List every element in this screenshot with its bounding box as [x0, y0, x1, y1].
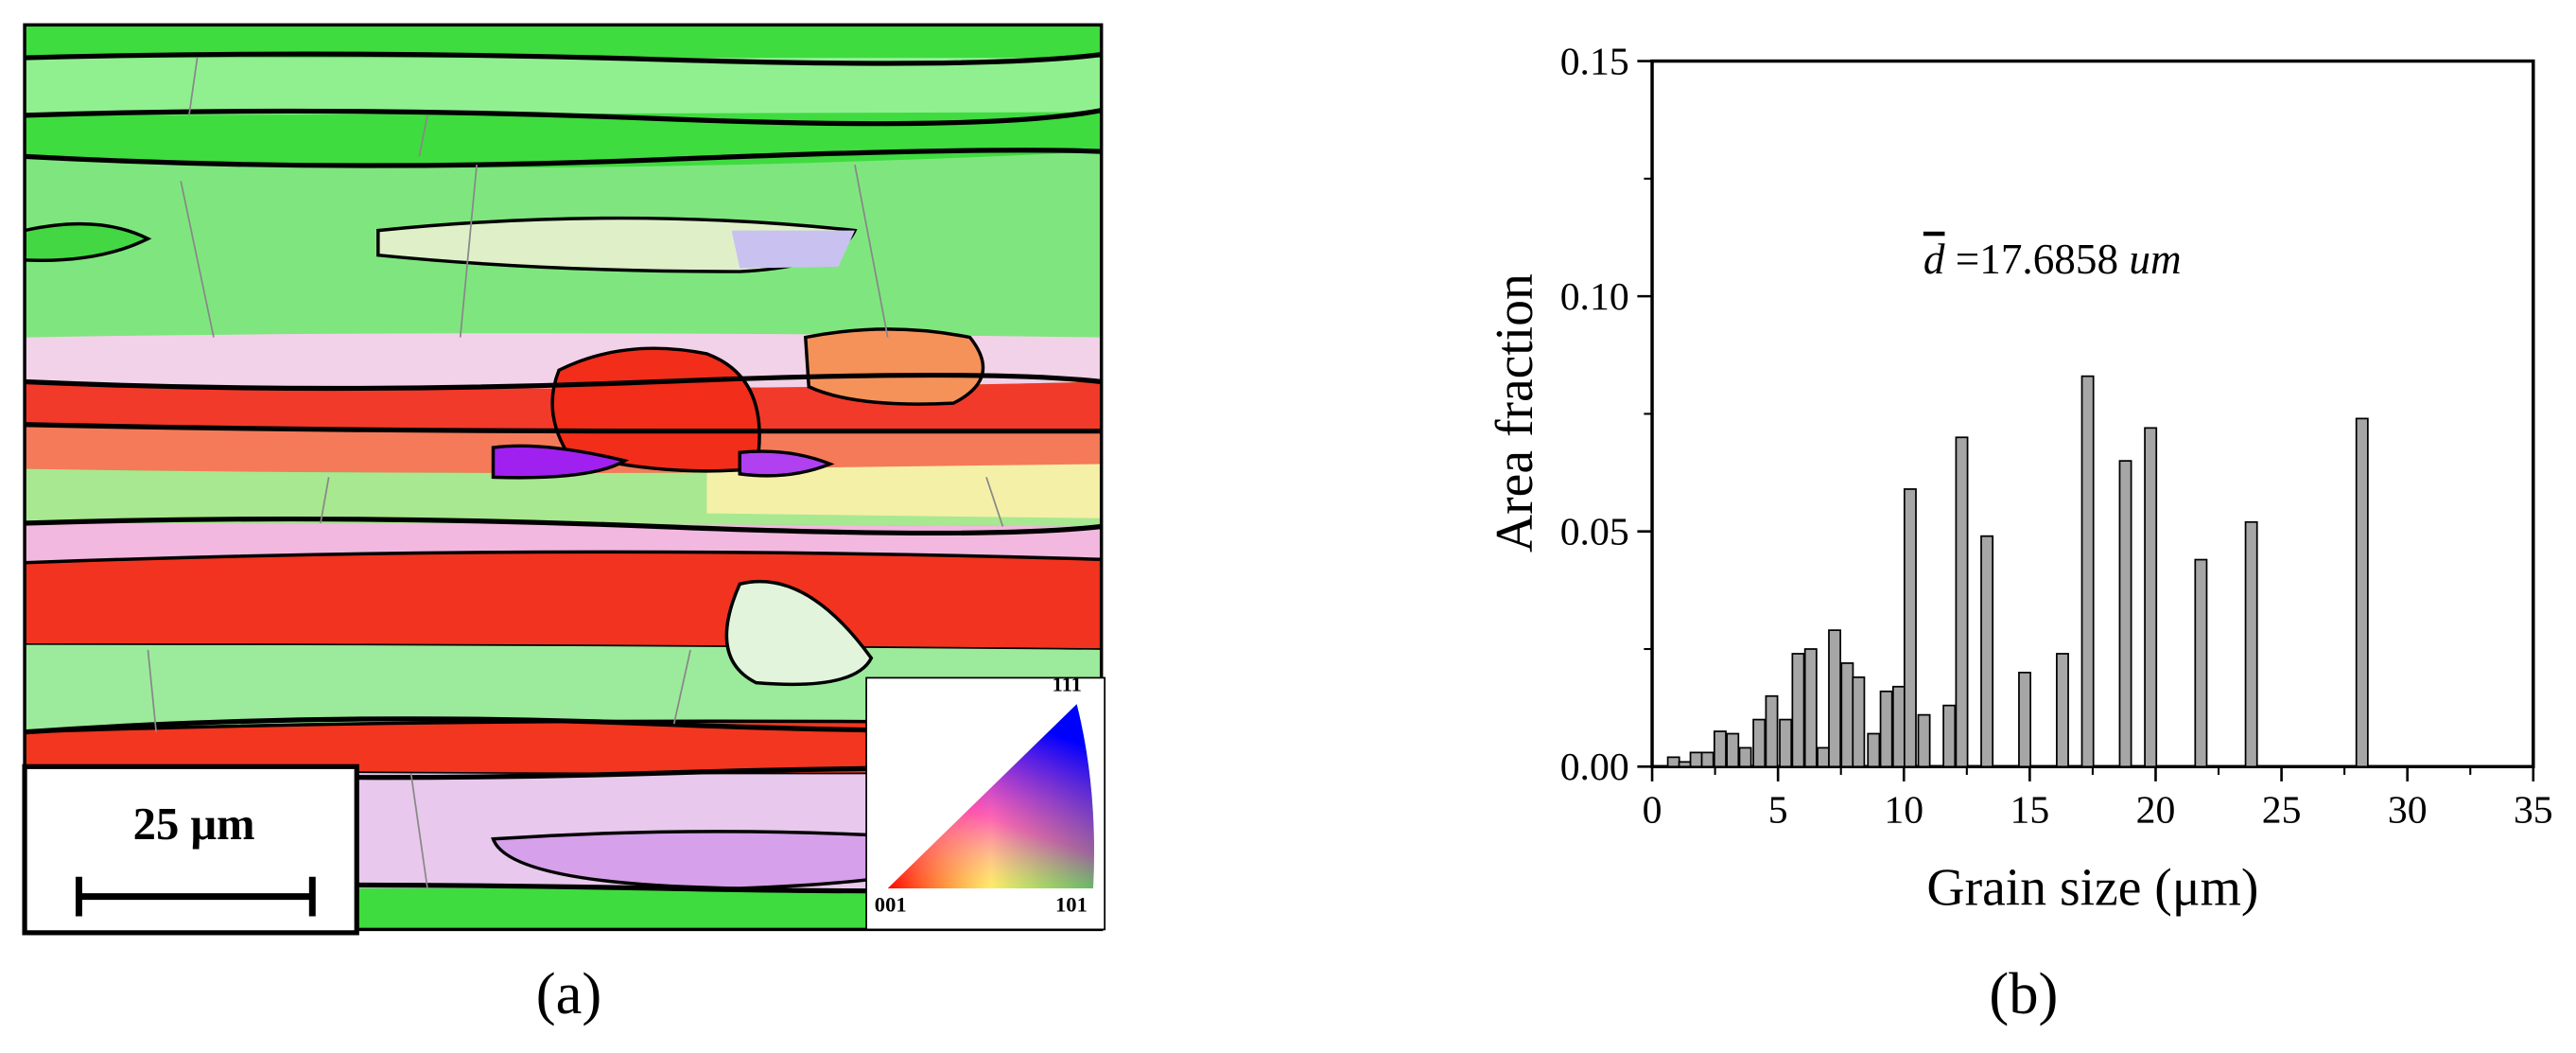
x-tick-label: 5 — [1768, 788, 1788, 832]
map-frame — [23, 23, 1104, 932]
x-tick-label: 0 — [1643, 788, 1662, 832]
bar — [1828, 629, 1842, 768]
bar — [2355, 417, 2369, 768]
bar — [1817, 746, 1831, 768]
x-tick-label: 15 — [2010, 788, 2050, 832]
bar — [1891, 685, 1906, 768]
bar — [1791, 653, 1805, 768]
bar — [2056, 653, 2069, 768]
bar — [1689, 751, 1703, 768]
bar — [1779, 718, 1793, 768]
bar — [1726, 732, 1740, 768]
panel-caption: (a) — [536, 960, 601, 1027]
bar — [1752, 718, 1767, 768]
bar — [1867, 732, 1881, 768]
bar — [1803, 648, 1818, 768]
bar — [1917, 713, 1931, 768]
bar — [1700, 751, 1714, 768]
scale-bar: 25 μm — [22, 763, 359, 936]
annotation: d =17.6858 um — [1923, 236, 2182, 283]
bar — [2194, 558, 2208, 768]
bar — [1852, 676, 1866, 768]
ipf-label: 111 — [1053, 672, 1082, 695]
bar — [2244, 520, 2258, 768]
bar — [1678, 761, 1692, 768]
x-tick-label: 30 — [2388, 788, 2428, 832]
bar — [1955, 436, 1969, 768]
bar — [1879, 690, 1893, 768]
x-tick-label: 35 — [2514, 788, 2553, 832]
bar — [1980, 535, 1994, 768]
annotation-symbol: d — [1923, 236, 1945, 283]
ipf-label: 101 — [1055, 892, 1088, 916]
ipf-legend: 111 001 101 — [865, 672, 1106, 931]
y-tick-label: 0.10 — [1560, 275, 1629, 319]
y-tick-label: 0.05 — [1560, 511, 1629, 554]
bar — [1738, 746, 1752, 768]
ebsd-map — [25, 25, 1102, 930]
bar — [1713, 730, 1727, 768]
bar — [1765, 694, 1779, 768]
x-tick-label: 25 — [2262, 788, 2302, 832]
ipf-label: 001 — [875, 892, 907, 916]
y-tick-label: 0.15 — [1560, 40, 1629, 83]
y-tick-label: 0.00 — [1560, 746, 1629, 789]
annotation-unit: um — [2129, 236, 2181, 283]
bar — [1840, 662, 1854, 768]
x-axis-title: Grain size (μm) — [1926, 858, 2258, 917]
panel-caption: (b) — [1989, 960, 2058, 1027]
scale-bar-label: 25 μm — [133, 799, 255, 850]
bar — [2118, 460, 2132, 768]
annotation-text: =17.6858 — [1956, 236, 2118, 283]
x-tick-label: 20 — [2136, 788, 2176, 832]
bar — [2080, 375, 2095, 768]
bar — [1903, 488, 1917, 768]
bar — [1942, 704, 1957, 768]
y-axis-title: Area fraction — [1486, 273, 1544, 553]
bar — [1666, 756, 1680, 768]
bar — [2018, 671, 2031, 768]
x-tick-label: 10 — [1884, 788, 1923, 832]
bar — [2144, 427, 2158, 768]
